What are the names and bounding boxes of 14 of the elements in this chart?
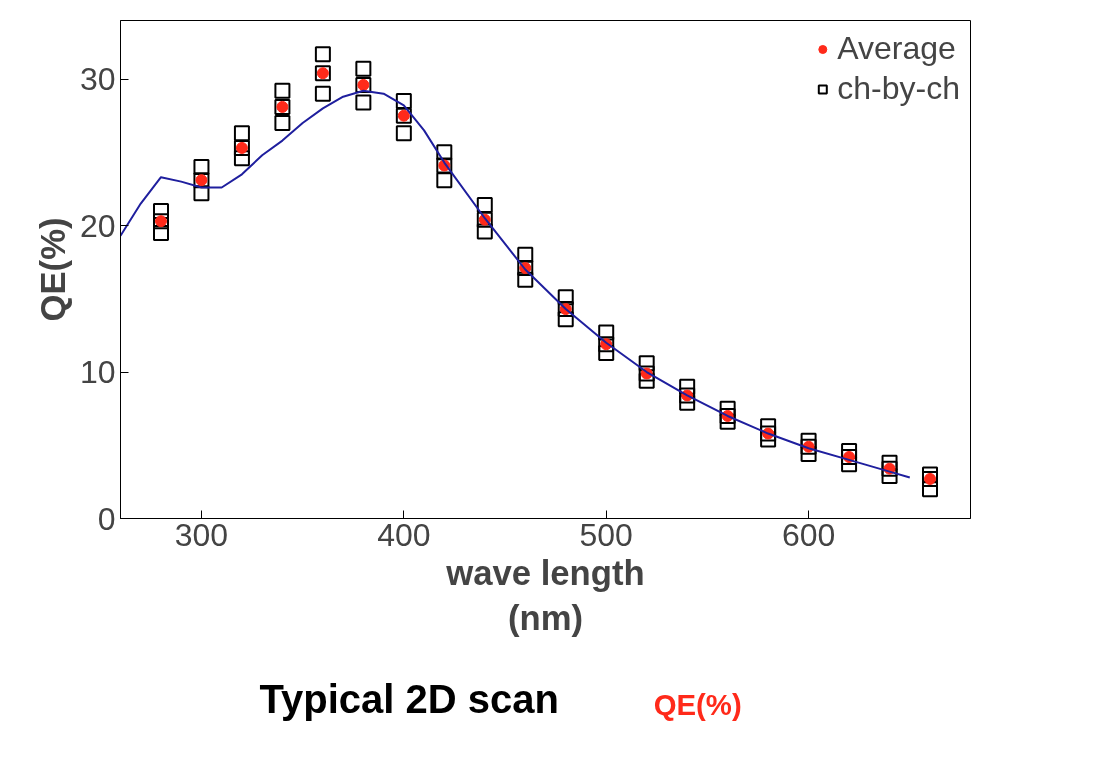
text: Typical 2D scan [259,676,559,721]
x-axis-title: wave length (nm) [445,553,645,638]
x-tick-label: 300 [174,516,229,553]
x-tick-label: 500 [579,516,633,553]
y-tick-label: 10 [79,354,116,391]
legend-label: ch-by-ch [837,70,960,107]
y-tick-label: 30 [79,61,116,98]
legend-label: Average [837,30,956,67]
x-tick-label: 600 [781,516,836,553]
y-tick-label: 0 [97,500,116,537]
y-axis-title: QE(%) [33,217,72,322]
x-tick-label: 400 [377,516,431,553]
y-tick-label: 20 [79,207,116,244]
text: QE(%) [653,687,742,721]
